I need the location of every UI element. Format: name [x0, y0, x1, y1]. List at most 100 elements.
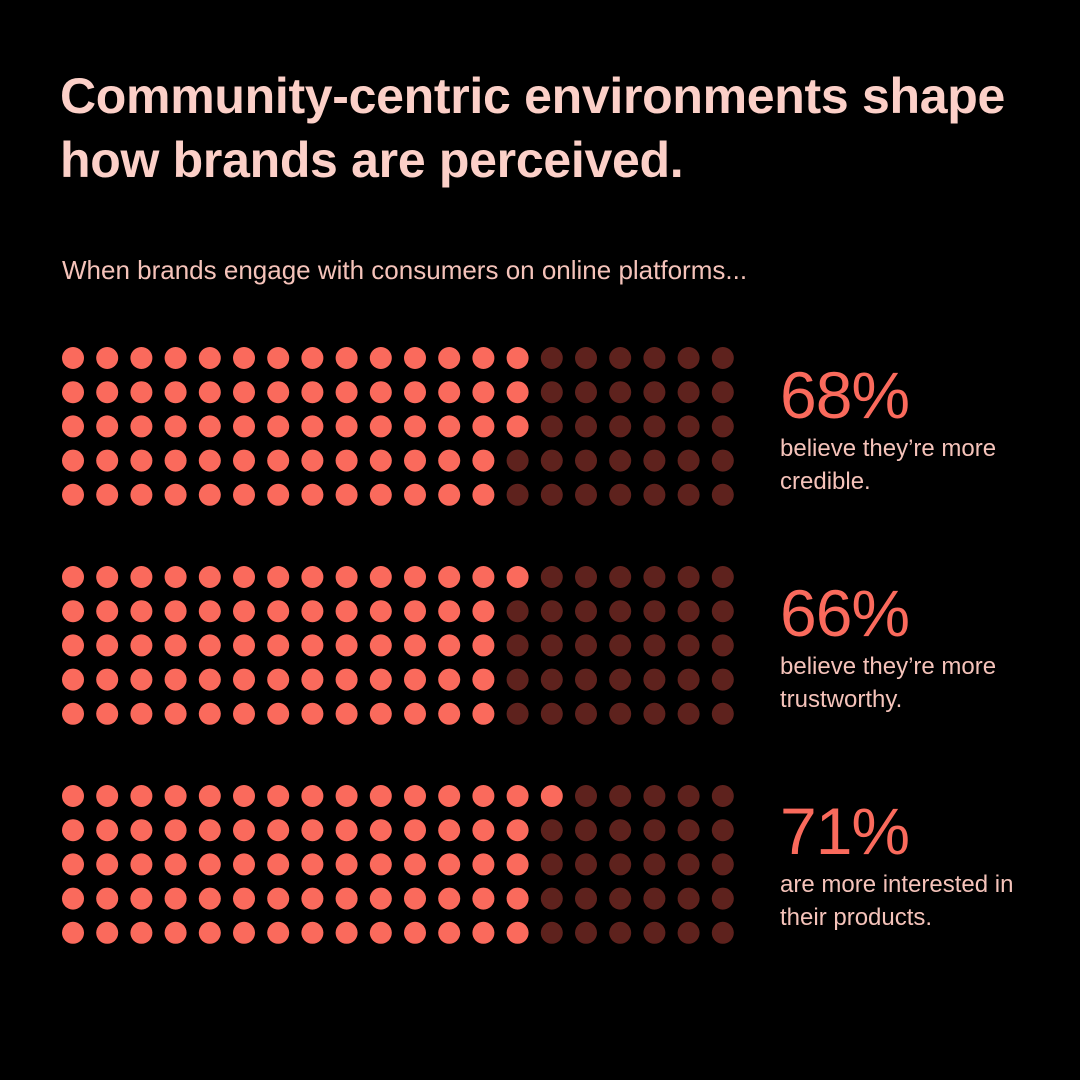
waffle-dot-filled	[506, 566, 529, 588]
waffle-dot-filled	[233, 819, 255, 842]
waffle-dot-filled	[404, 668, 426, 691]
waffle-dot-filled	[404, 634, 426, 657]
waffle-dot-empty	[575, 921, 597, 944]
waffle-dot-filled	[233, 785, 255, 807]
waffle-dot-filled	[540, 785, 563, 807]
waffle-dot-empty	[540, 887, 563, 910]
waffle-dot-empty	[711, 634, 734, 657]
waffle-dot-filled	[506, 921, 529, 944]
waffle-dot-filled	[96, 853, 119, 876]
waffle-dot-empty	[540, 566, 563, 588]
waffle-dot-filled	[96, 668, 119, 691]
waffle-dot-filled	[96, 600, 119, 623]
waffle-dot-empty	[711, 483, 734, 506]
waffle-dot-empty	[575, 449, 597, 472]
waffle-dot-filled	[233, 668, 255, 691]
waffle-dot-filled	[369, 785, 392, 807]
waffle-dot-empty	[506, 483, 529, 506]
waffle-dot-empty	[540, 702, 563, 725]
waffle-dot-empty	[506, 600, 529, 623]
waffle-dot-filled	[164, 600, 187, 623]
waffle-dot-empty	[643, 819, 666, 842]
waffle-dot-filled	[369, 449, 392, 472]
waffle-dot-filled	[472, 415, 495, 438]
waffle-dot-filled	[506, 785, 529, 807]
waffle-dot-empty	[609, 600, 632, 623]
waffle-dot-filled	[404, 449, 426, 472]
waffle-dot-filled	[130, 634, 153, 657]
waffle-dot-filled	[62, 887, 84, 910]
waffle-dot-filled	[506, 853, 529, 876]
waffle-dot-empty	[677, 921, 700, 944]
waffle-dot-empty	[677, 381, 700, 404]
waffle-dot-empty	[540, 381, 563, 404]
waffle-dot-filled	[369, 600, 392, 623]
page-subtitle: When brands engage with consumers on onl…	[62, 255, 748, 285]
waffle-dot-filled	[267, 381, 290, 404]
waffle-dot-empty	[643, 702, 666, 725]
waffle-dot-filled	[198, 381, 221, 404]
waffle-dot-filled	[267, 819, 290, 842]
waffle-dot-empty	[575, 483, 597, 506]
waffle-dot-filled	[404, 600, 426, 623]
waffle-dot-filled	[267, 921, 290, 944]
waffle-dot-empty	[677, 668, 700, 691]
waffle-dot-filled	[62, 702, 84, 725]
waffle-dot-empty	[540, 853, 563, 876]
waffle-dot-filled	[335, 819, 358, 842]
waffle-dot-filled	[233, 853, 255, 876]
waffle-dot-filled	[506, 347, 529, 369]
waffle-dot-filled	[130, 785, 153, 807]
waffle-dot-filled	[130, 600, 153, 623]
waffle-dot-filled	[233, 347, 255, 369]
waffle-dot-empty	[540, 819, 563, 842]
waffle-dot-filled	[233, 600, 255, 623]
waffle-dot-filled	[164, 668, 187, 691]
waffle-dot-empty	[540, 415, 563, 438]
waffle-dot-empty	[711, 853, 734, 876]
waffle-dot-filled	[404, 483, 426, 506]
waffle-dot-filled	[369, 347, 392, 369]
waffle-dot-filled	[198, 668, 221, 691]
waffle-dot-filled	[267, 785, 290, 807]
waffle-dot-filled	[404, 347, 426, 369]
waffle-dot-filled	[301, 449, 324, 472]
waffle-dot-filled	[164, 449, 187, 472]
waffle-dot-filled	[301, 853, 324, 876]
waffle-dot-filled	[130, 483, 153, 506]
waffle-dot-filled	[164, 702, 187, 725]
stat-interested: 71% are more interested in their product…	[780, 796, 1060, 934]
waffle-dot-empty	[609, 415, 632, 438]
waffle-dot-filled	[301, 347, 324, 369]
waffle-dot-empty	[643, 634, 666, 657]
waffle-dot-filled	[130, 415, 153, 438]
waffle-dot-filled	[233, 381, 255, 404]
waffle-dot-empty	[677, 702, 700, 725]
waffle-dot-filled	[96, 887, 119, 910]
waffle-dot-filled	[62, 921, 84, 944]
waffle-dot-filled	[62, 347, 84, 369]
waffle-dot-filled	[301, 668, 324, 691]
waffle-dot-filled	[472, 600, 495, 623]
waffle-dot-empty	[643, 600, 666, 623]
waffle-dot-filled	[233, 566, 255, 588]
waffle-dot-empty	[643, 921, 666, 944]
waffle-dot-filled	[472, 634, 495, 657]
waffle-dot-filled	[62, 668, 84, 691]
waffle-dot-filled	[301, 921, 324, 944]
waffle-dot-filled	[164, 381, 187, 404]
waffle-dot-filled	[96, 921, 119, 944]
waffle-dot-filled	[369, 853, 392, 876]
waffle-dot-filled	[130, 819, 153, 842]
waffle-dot-filled	[438, 566, 461, 588]
waffle-dot-filled	[164, 785, 187, 807]
waffle-dot-filled	[301, 887, 324, 910]
waffle-dot-filled	[335, 668, 358, 691]
waffle-dot-empty	[609, 566, 632, 588]
waffle-dot-filled	[301, 566, 324, 588]
waffle-dot-filled	[438, 381, 461, 404]
waffle-dot-filled	[472, 785, 495, 807]
waffle-dot-empty	[711, 449, 734, 472]
waffle-dot-filled	[96, 347, 119, 369]
